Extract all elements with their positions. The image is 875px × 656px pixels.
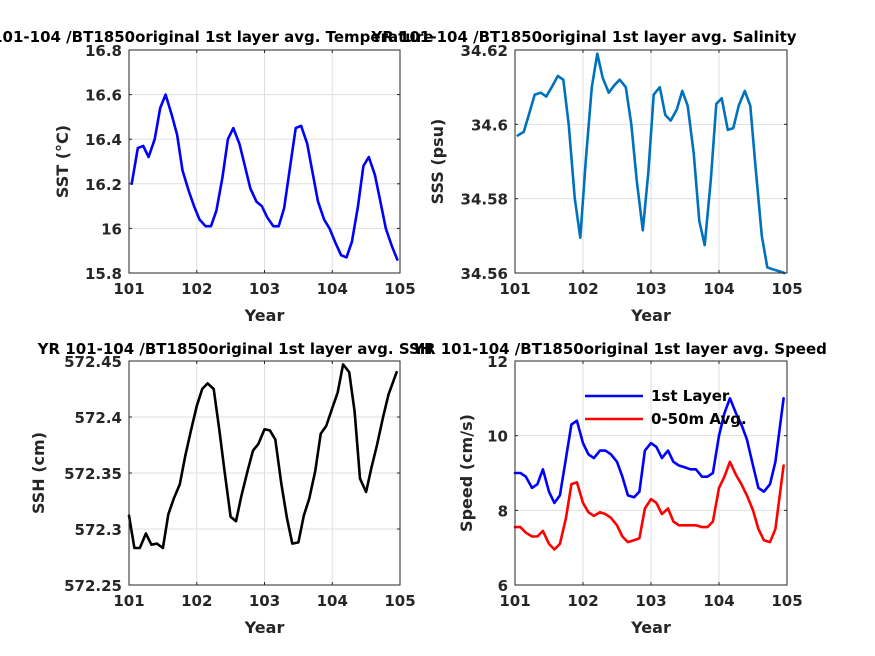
x-axis-label: Year [244,306,285,325]
legend-label-2: 0-50m Avg. [651,410,747,428]
legend-label-1: 1st Layer [651,387,730,405]
x-tick-label: 102 [567,592,598,610]
y-tick-label: 15.8 [85,265,122,283]
x-tick-label: 105 [384,280,415,298]
y-tick-label: 34.58 [461,191,508,209]
y-tick-label: 10 [487,428,508,446]
y-tick-label: 572.35 [64,465,122,483]
chart-3: 101 102 103 104 105 572.25 572.3 572.35 572.4 572… [29,353,416,637]
chart-1: 101 102 103 104 105 15.8 16 16.2 16.4 16.6 16.8 Yea… [53,42,416,325]
x-tick-label: 105 [771,592,802,610]
x-tick-label: 101 [499,280,530,298]
x-tick-label: 102 [181,280,212,298]
y-tick-label: 6 [498,577,508,595]
x-tick-label: 101 [113,280,144,298]
chart-title-4: YR 101-104 /BT1850original 1st layer avg… [412,340,827,358]
y-tick-label: 34.62 [461,42,508,60]
y-tick-label: 34.6 [471,116,508,134]
x-tick-label: 102 [567,280,598,298]
x-axis-label: Year [630,306,671,325]
chart-title-3: YR 101-104 /BT1850original 1st layer avg… [37,340,433,358]
chart-title-2: YR 101-104 /BT1850original 1st layer avg… [370,28,796,46]
x-tick-label: 104 [703,592,734,610]
y-tick-label: 16.8 [85,42,122,60]
x-tick-label: 101 [499,592,530,610]
y-axis-label: Speed (cm/s) [457,414,476,532]
x-tick-label: 105 [771,280,802,298]
y-tick-label: 572.3 [75,521,122,539]
series-line-2 [513,460,785,551]
chart-title-1: YR 101-104 /BT1850original 1st layer avg… [0,28,434,46]
y-tick-label: 16 [101,220,122,238]
y-tick-label: 16.2 [85,176,122,194]
x-tick-label: 103 [635,592,666,610]
x-axis-label: Year [630,618,671,637]
y-axis-label: SSS (psu) [428,119,447,205]
x-tick-label: 103 [249,592,280,610]
y-axis-label: SSH (cm) [29,432,48,514]
series-line-1 [516,52,786,275]
y-tick-label: 16.4 [85,131,122,149]
x-axis-label: Year [244,618,285,637]
y-tick-label: 572.4 [75,409,122,427]
x-tick-label: 105 [384,592,415,610]
y-tick-label: 572.45 [64,353,122,371]
x-tick-label: 104 [317,592,348,610]
series-line-1 [127,363,398,550]
x-tick-label: 103 [635,280,666,298]
y-tick-label: 34.56 [461,265,508,283]
x-tick-label: 103 [249,280,280,298]
y-tick-label: 572.25 [64,577,122,595]
y-tick-label: 16.6 [85,87,122,105]
series-line-1 [130,93,399,261]
y-tick-label: 12 [487,353,508,371]
x-tick-label: 101 [113,592,144,610]
y-axis-label: SST (°C) [53,125,72,198]
x-tick-label: 104 [703,280,734,298]
x-tick-label: 102 [181,592,212,610]
x-tick-label: 104 [317,280,348,298]
chart-2: 101 102 103 104 105 34.56 34.58 34.6 34.62 Year SS… [428,42,803,325]
chart-4: 101 102 103 104 105 6 8 10 12 Year Speed (cm/s) 1st… [457,353,803,637]
series-line-1 [513,396,785,505]
y-tick-label: 8 [498,502,508,520]
